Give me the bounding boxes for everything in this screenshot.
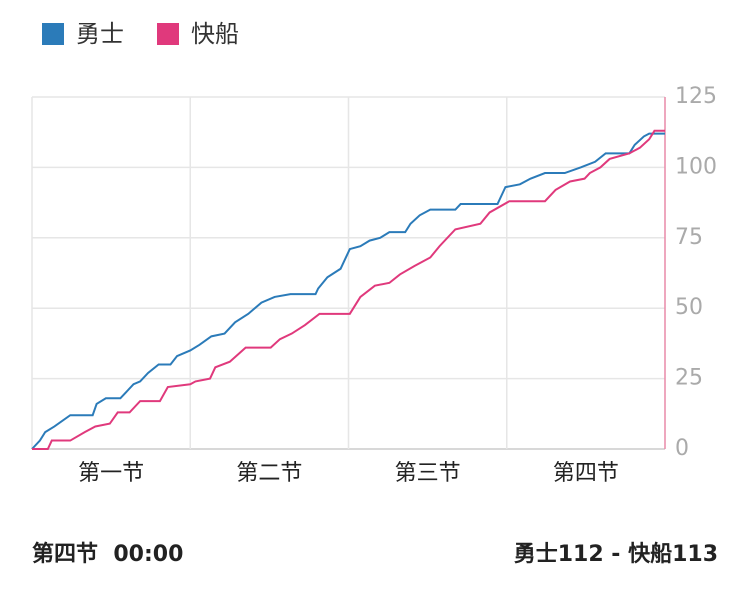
x-tick-label: 第三节: [395, 461, 461, 486]
y-tick-label: 50: [675, 295, 703, 320]
series-line: [31, 132, 665, 450]
y-tick-label: 75: [675, 225, 703, 250]
legend-label: 快船: [191, 20, 239, 48]
x-tick-label: 第四节: [553, 461, 619, 486]
x-tick-label: 第一节: [78, 461, 144, 486]
y-tick-label: 100: [675, 154, 717, 179]
legend-label: 勇士: [76, 20, 124, 48]
y-tick-label: 25: [675, 366, 703, 391]
y-tick-label: 125: [675, 84, 717, 109]
x-tick-label: 第二节: [236, 461, 302, 486]
series-line: [32, 129, 665, 450]
game-clock: 第四节 00:00: [32, 536, 183, 568]
chart: 勇士 快船 0 25 50 75 100 125 第一节 第二节 第三节 第四节: [31, 20, 717, 486]
score: 勇士112 - 快船113: [513, 542, 718, 567]
legend-swatch: [157, 23, 179, 45]
period: 第四节: [32, 542, 99, 567]
y-tick-label: 0: [675, 436, 689, 461]
clock: 00:00: [113, 542, 184, 567]
legend-swatch: [42, 23, 64, 45]
